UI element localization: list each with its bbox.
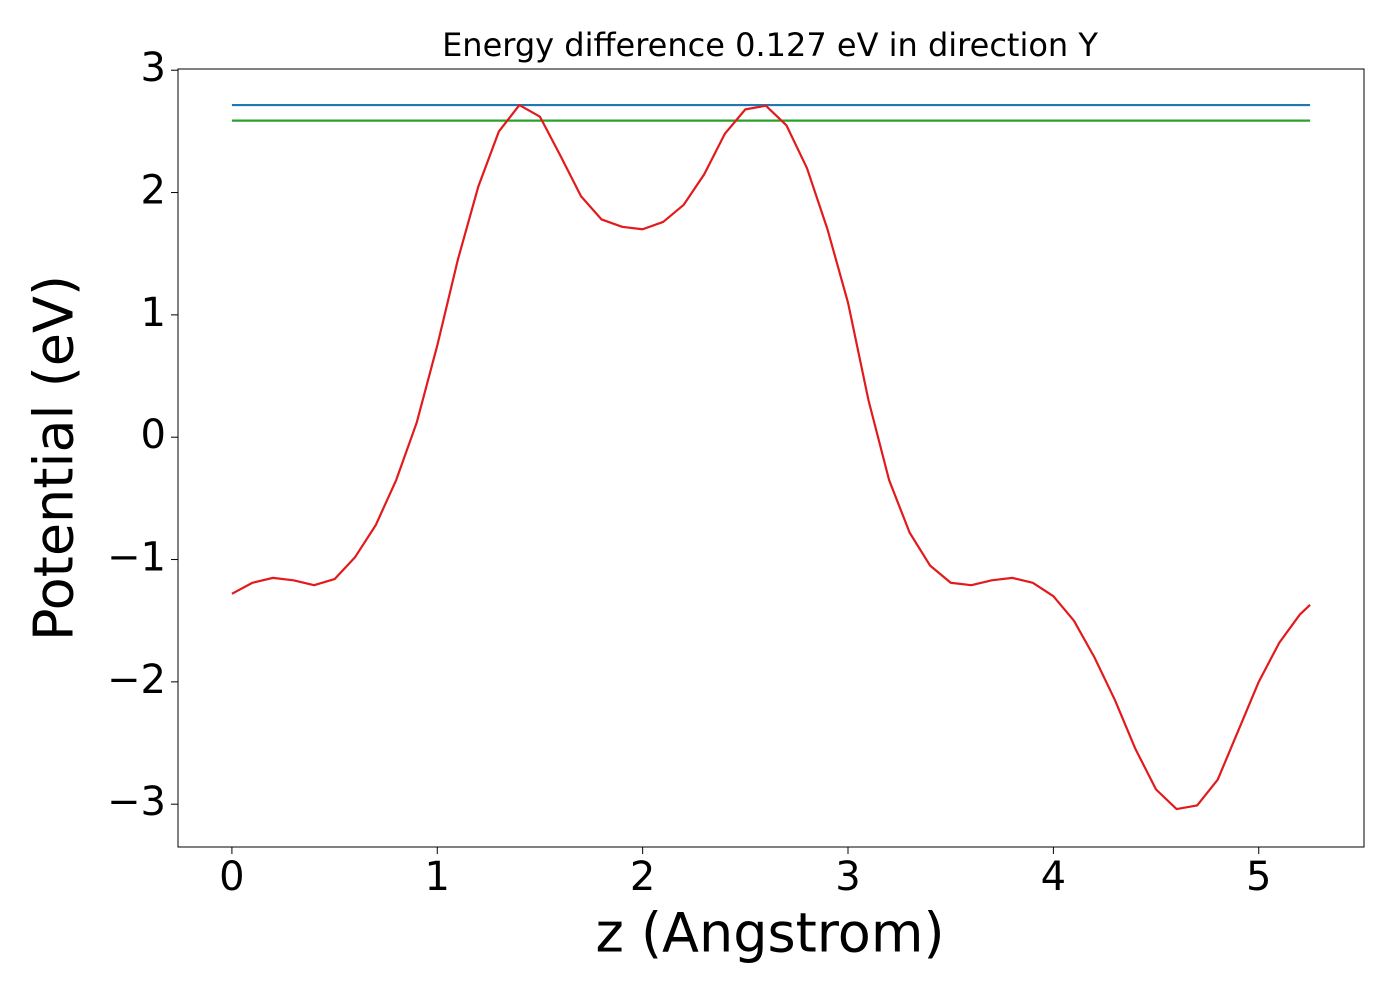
chart-title: Energy difference 0.127 eV in direction …	[442, 26, 1098, 64]
x-axis-label: z (Angstrom)	[595, 902, 944, 965]
plot-frame	[177, 68, 1365, 848]
y-tick-label: −2	[107, 657, 166, 703]
y-tick-label: −1	[107, 535, 166, 581]
x-tick-label: 5	[1246, 854, 1271, 900]
line-series	[231, 103, 1311, 811]
y-tick-label: 3	[141, 45, 166, 91]
x-tick-label: 4	[1041, 854, 1066, 900]
y-axis-label: Potential (eV)	[23, 275, 86, 641]
y-tick-label: −3	[107, 779, 166, 825]
x-tick-label: 3	[835, 854, 860, 900]
x-tick-label: 1	[425, 854, 450, 900]
y-tick-label: 0	[141, 412, 166, 458]
y-tick-label: 2	[141, 168, 166, 214]
x-tick-label: 2	[630, 854, 655, 900]
y-tick-label: 1	[141, 290, 166, 336]
x-tick-label: 0	[219, 854, 244, 900]
